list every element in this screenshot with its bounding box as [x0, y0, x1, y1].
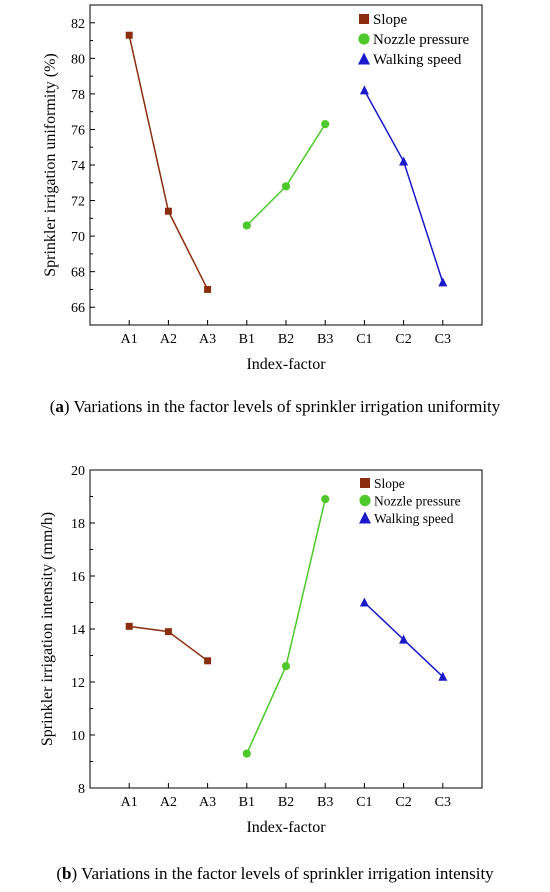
y-tick-label: 76: [71, 123, 85, 138]
x-tick-label: B2: [278, 795, 294, 810]
caption-b-text: Variations in the factor levels of sprin…: [77, 864, 494, 883]
chart-intensity: 8 10 12 14 16 18 20 A1 A2 A3 B1 B2 B3 C1 C2 C3 Index-fac…: [39, 464, 483, 836]
legend-marker: [359, 14, 369, 24]
series-line: [246, 123, 326, 226]
x-tick-label: C2: [395, 332, 411, 347]
legend-label: Nozzle pressure: [373, 32, 470, 48]
series-line: [246, 498, 326, 754]
series-line: [363, 89, 444, 283]
y-tick-label: 18: [71, 517, 85, 532]
legend-marker: [360, 478, 370, 488]
y-tick-label: 14: [71, 623, 85, 638]
data-point: [438, 671, 448, 681]
y-tick-label: 20: [71, 464, 85, 479]
legend-label: Slope: [374, 476, 405, 491]
caption-b-label: b: [61, 864, 72, 883]
x-axis-label: Index-factor: [246, 356, 326, 373]
chart-uniformity: 66 68 70 72 74 76 78 80 82 A1 A2 A3 B1 B2 B3 C1 C2 C3 Inde…: [42, 4, 483, 373]
x-tick-label: A2: [160, 795, 177, 810]
y-tick-label: 82: [71, 17, 85, 32]
x-tick-label: A3: [199, 332, 216, 347]
y-tick-label: 16: [71, 570, 85, 585]
legend-marker: [358, 52, 370, 65]
x-tick-label: C1: [356, 795, 372, 810]
data-point: [321, 495, 330, 504]
y-tick-label: 78: [71, 88, 85, 103]
x-tick-label: A3: [199, 795, 216, 810]
legend-marker: [359, 494, 371, 507]
caption-a: (a) Variations in the factor levels of s…: [49, 397, 501, 416]
legend-label: Walking speed: [373, 52, 462, 68]
x-tick-label: B1: [239, 795, 255, 810]
x-tick-label: B1: [239, 332, 255, 347]
y-tick-label: 12: [71, 676, 85, 691]
data-point: [204, 285, 212, 293]
y-tick-label: 68: [71, 266, 85, 281]
data-point: [164, 207, 172, 215]
legend-label: Nozzle pressure: [374, 494, 461, 509]
data-point: [204, 657, 212, 665]
data-point: [281, 662, 291, 671]
legend-marker: [359, 511, 371, 524]
data-point: [242, 221, 251, 230]
y-tick-label: 70: [71, 230, 85, 245]
data-point: [359, 85, 369, 95]
data-point: [242, 749, 251, 758]
data-point: [125, 31, 133, 39]
x-tick-label: B3: [317, 795, 333, 810]
data-point: [164, 628, 172, 636]
y-tick-label: 74: [71, 159, 85, 174]
x-tick-label: A1: [121, 795, 138, 810]
y-tick-label: 66: [71, 301, 85, 316]
x-tick-label: B2: [278, 332, 294, 347]
y-tick-label: 80: [71, 52, 85, 67]
data-point: [399, 156, 409, 166]
data-point: [125, 622, 133, 630]
legend-label: Walking speed: [374, 511, 454, 526]
x-tick-label: B3: [317, 332, 333, 347]
legend-label: Slope: [373, 12, 408, 28]
data-point: [281, 182, 291, 191]
y-tick-label: 8: [78, 782, 85, 797]
x-tick-label: C3: [435, 332, 451, 347]
x-tick-label: A1: [121, 332, 138, 347]
legend-marker: [358, 33, 370, 45]
data-point: [438, 277, 448, 287]
series-line: [128, 35, 209, 290]
y-axis-label: Sprinkler irrigation uniformity (%): [42, 53, 59, 277]
y-tick-label: 10: [71, 729, 85, 744]
caption-a-label: a: [55, 397, 64, 416]
x-tick-label: C2: [395, 795, 411, 810]
y-axis-label: Sprinkler irrigation intensity (mm/h): [39, 512, 56, 746]
caption-b: (b) Variations in the factor levels of s…: [56, 864, 494, 883]
data-point: [359, 597, 369, 607]
x-tick-label: C3: [435, 795, 451, 810]
data-point: [399, 634, 409, 644]
x-axis-label: Index-factor: [246, 819, 326, 836]
x-tick-label: A2: [160, 332, 177, 347]
x-tick-label: C1: [356, 332, 372, 347]
y-tick-label: 72: [71, 195, 85, 210]
caption-a-text: Variations in the factor levels of sprin…: [69, 397, 501, 416]
data-point: [321, 120, 330, 129]
